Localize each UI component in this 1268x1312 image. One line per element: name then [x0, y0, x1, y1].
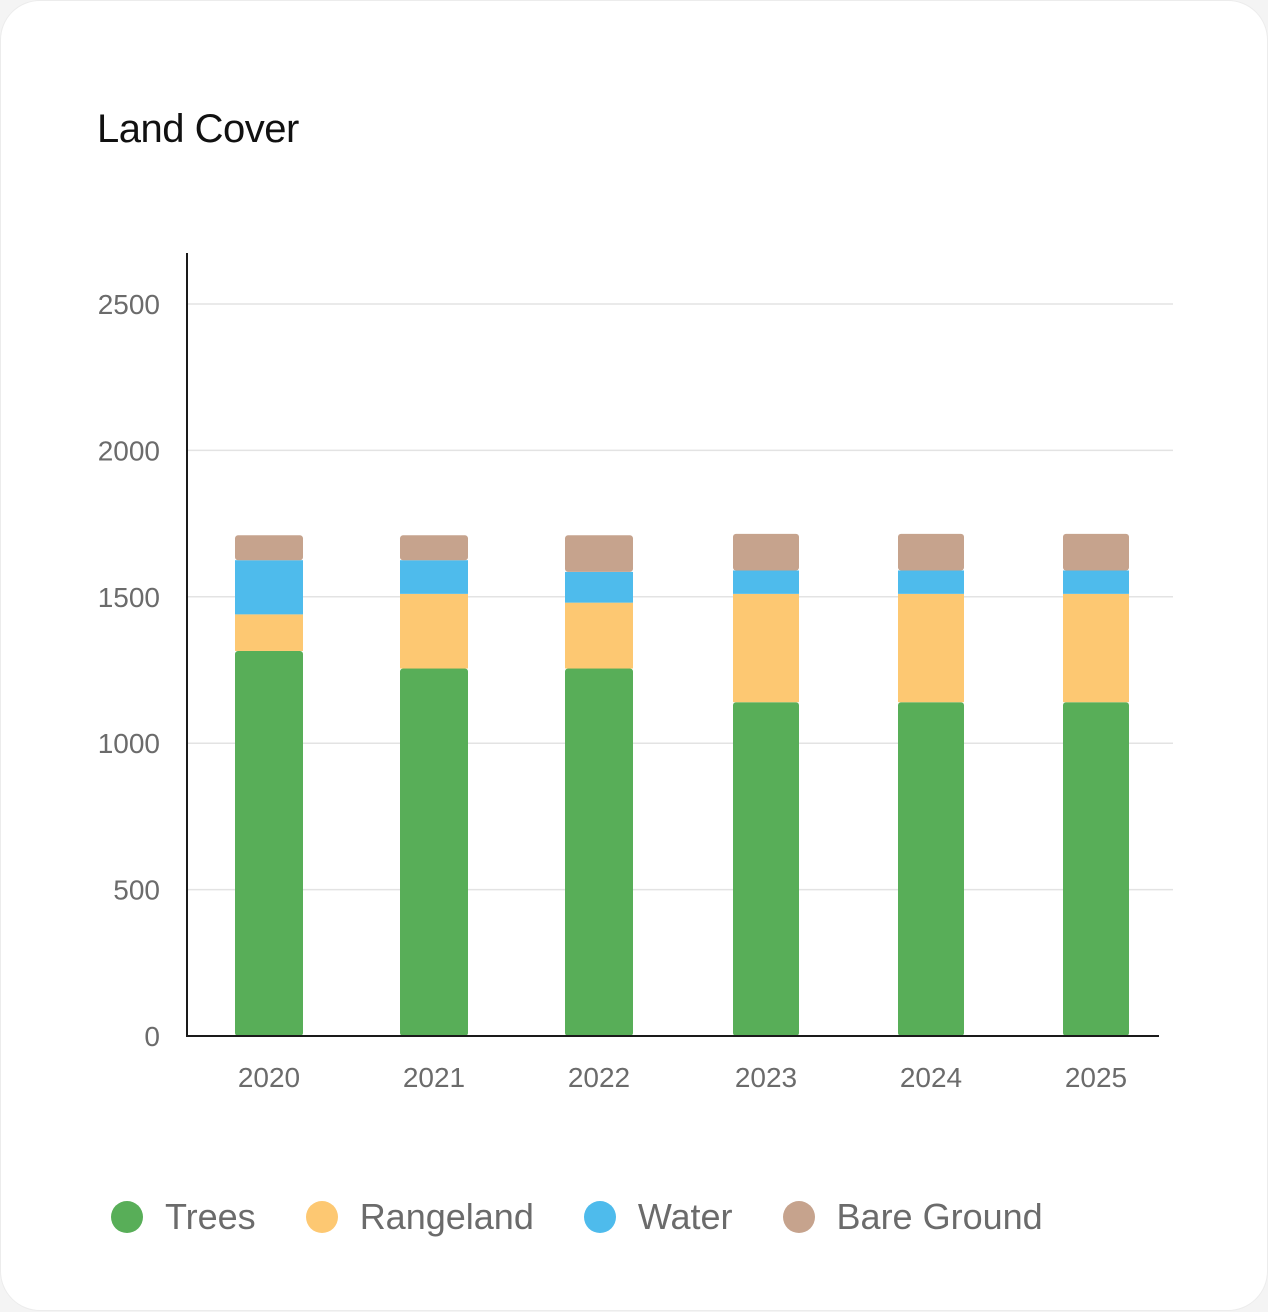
legend-item-bare-ground: Bare Ground [782, 1195, 1043, 1239]
bar-segment-bare-ground-2024 [898, 533, 964, 571]
y-tick-label: 1000 [98, 728, 160, 759]
legend-item-rangeland: Rangeland [305, 1195, 534, 1239]
legend: Trees Rangeland Water Bare Ground [111, 1193, 1093, 1241]
bar-segment-water-2023 [733, 570, 799, 594]
legend-swatch [305, 1201, 338, 1233]
axes [186, 253, 1159, 1037]
bar-segment-rangeland-2024 [898, 593, 964, 703]
x-tick-label: 2020 [238, 1062, 300, 1093]
bar-segment-water-2025 [1063, 570, 1129, 594]
x-tick-label: 2021 [403, 1062, 465, 1093]
legend-swatch [111, 1201, 143, 1233]
bar-segment-bare-ground-2020 [235, 535, 303, 561]
bar-segment-trees-2021 [400, 668, 468, 1036]
bar-segment-trees-2025 [1063, 702, 1129, 1036]
bar-segment-water-2022 [565, 571, 633, 603]
legend-swatch [583, 1201, 616, 1233]
y-tick-label: 1500 [98, 582, 160, 613]
bar-segment-bare-ground-2022 [565, 535, 633, 572]
x-tick-label: 2024 [900, 1062, 962, 1093]
bar-segment-rangeland-2025 [1063, 593, 1129, 703]
x-tick-label: 2025 [1065, 1062, 1127, 1093]
legend-item-water: Water [583, 1195, 733, 1239]
bar-segment-trees-2020 [235, 650, 303, 1036]
bar-segment-water-2024 [898, 570, 964, 594]
y-tick-label: 500 [113, 875, 160, 906]
legend-label: Trees [165, 1196, 256, 1237]
x-tick-label: 2022 [568, 1062, 630, 1093]
y-tick-label: 2500 [98, 289, 160, 320]
bar-segment-water-2020 [235, 560, 303, 615]
bar-segment-bare-ground-2023 [733, 533, 799, 571]
x-tick-label: 2023 [735, 1062, 797, 1093]
x-tick-labels: 2020 2021 2022 2023 2024 2025 [238, 1062, 1127, 1093]
legend-label: Rangeland [359, 1196, 534, 1237]
gridlines [187, 303, 1173, 891]
legend-label: Bare Ground [836, 1196, 1043, 1237]
bar-group-2024 [898, 533, 964, 1036]
bar-segment-rangeland-2020 [235, 614, 303, 651]
legend-item-trees: Trees [111, 1195, 256, 1239]
bar-segment-bare-ground-2021 [400, 535, 468, 561]
bar-segment-trees-2022 [565, 668, 633, 1036]
legend-swatch [782, 1201, 815, 1233]
bar-group-2025 [1063, 533, 1129, 1036]
bar-group-2023 [733, 533, 799, 1036]
legend-label: Water [637, 1196, 733, 1237]
bar-segment-rangeland-2021 [400, 593, 468, 669]
bar-group-2020 [235, 535, 303, 1036]
y-tick-labels: 0 500 1000 1500 2000 2500 [98, 289, 160, 1052]
bar-segment-trees-2023 [733, 702, 799, 1036]
chart-title: Land Cover [97, 107, 299, 151]
bar-segment-rangeland-2022 [565, 602, 633, 669]
bars [235, 533, 1129, 1036]
bar-segment-rangeland-2023 [733, 593, 799, 703]
bar-group-2022 [565, 535, 633, 1036]
bar-segment-bare-ground-2025 [1063, 533, 1129, 571]
y-tick-label: 0 [144, 1021, 160, 1052]
y-tick-label: 2000 [98, 435, 160, 466]
bar-segment-water-2021 [400, 560, 468, 594]
bar-segment-trees-2024 [898, 702, 964, 1036]
bar-group-2021 [400, 535, 468, 1036]
